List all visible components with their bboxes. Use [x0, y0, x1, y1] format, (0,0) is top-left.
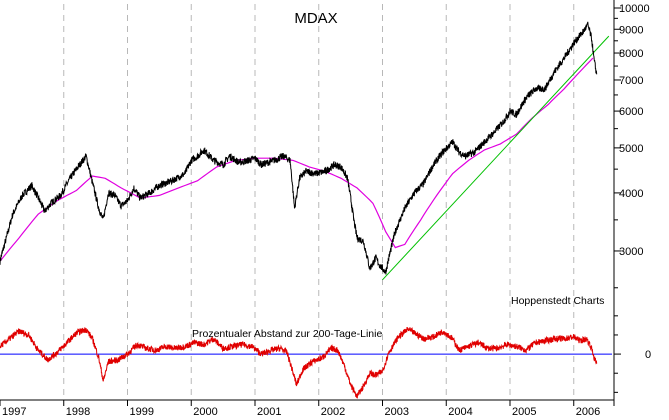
axes [0, 0, 621, 406]
oscillator-line [0, 326, 598, 399]
y-tick-label: 8000 [619, 48, 643, 60]
x-tick-label: 2001 [257, 406, 281, 418]
x-tick-label: 2000 [193, 406, 217, 418]
y-tick-label: 9000 [619, 24, 643, 36]
y-tick-label: 5000 [619, 143, 643, 155]
oscillator-title: Prozentualer Abstand zur 200-Tage-Linie [192, 328, 382, 340]
y-tick-label: 6000 [619, 106, 643, 118]
oscillator-panel [0, 326, 612, 399]
x-tick-label: 2002 [321, 406, 345, 418]
oscillator-zero-label: 0 [645, 349, 651, 361]
y-tick-label: 3000 [619, 246, 643, 258]
x-tick-label: 2005 [512, 406, 536, 418]
mdax-price-line [0, 21, 598, 275]
ma200-line [0, 57, 594, 262]
y-tick-label: 7000 [619, 75, 643, 87]
y-tick-label: 4000 [619, 188, 643, 200]
x-tick-label: 2003 [385, 406, 409, 418]
x-tick-label: 1999 [130, 406, 154, 418]
x-tick-label: 1998 [66, 406, 90, 418]
axis-tick-labels: 1997 1998 1999 2000 2001 2002 2003 2004 2005 2006… [2, 3, 651, 418]
price-panel [0, 21, 610, 281]
x-tick-label: 2004 [448, 406, 472, 418]
year-gridlines [63, 4, 575, 400]
chart-title: MDAX [294, 10, 337, 27]
trend-line [382, 35, 610, 281]
x-tick-label: 2006 [576, 406, 600, 418]
x-tick-label: 1997 [2, 406, 26, 418]
y-tick-label: 10000 [619, 3, 650, 15]
source-label: Hoppenstedt Charts [511, 295, 604, 307]
